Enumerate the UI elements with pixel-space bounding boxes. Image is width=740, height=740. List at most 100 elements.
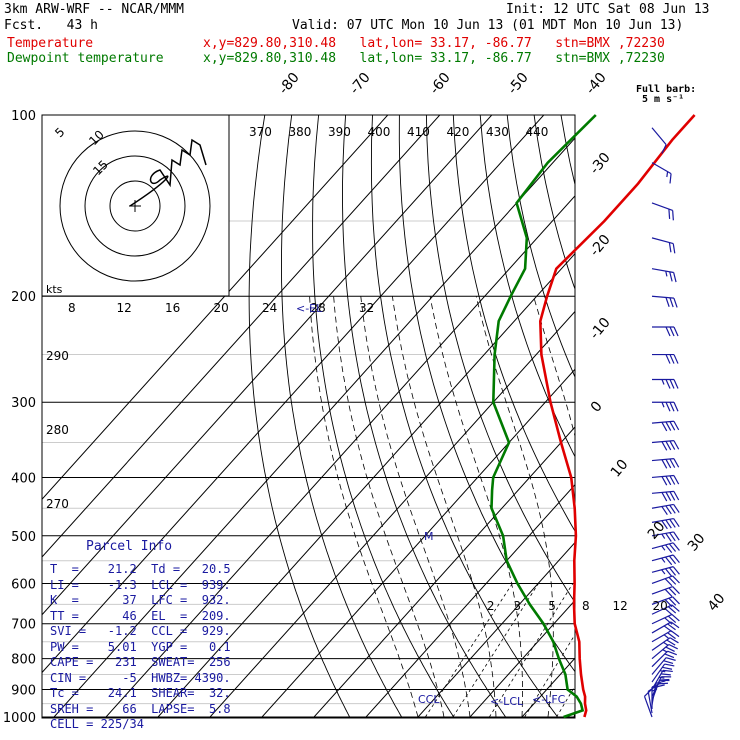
wind-barb [651, 676, 672, 697]
dewpoint-line [490, 114, 597, 719]
barb-flag [662, 666, 673, 670]
barb-flag [663, 660, 674, 665]
barb-flag [669, 271, 673, 282]
isotherm-line [104, 195, 575, 718]
dry-adiabat [425, 115, 575, 604]
dry-adiabat [723, 115, 740, 730]
barb-staff [643, 696, 653, 718]
isotherm-label: -80 [276, 70, 303, 98]
barb-flag [664, 588, 673, 597]
wind-barb [651, 657, 676, 675]
barb-staff [651, 621, 672, 634]
barb-half [659, 670, 666, 673]
isotherm-line [260, 368, 575, 718]
barb-flag [669, 532, 676, 542]
barb-staff [651, 202, 673, 212]
barb-flag [669, 458, 676, 468]
barb-flag [672, 542, 680, 551]
barb-flag [673, 440, 680, 450]
barb-flag [665, 459, 672, 469]
speed-tick-label: 20 [214, 301, 229, 315]
barb-flag [668, 209, 671, 219]
barb-staff [651, 268, 674, 274]
barb-flag [667, 623, 676, 631]
dry-adiabat [696, 115, 740, 730]
temperature-line [538, 114, 696, 718]
barb-flag [673, 326, 679, 337]
wind-barb [651, 621, 680, 634]
barb-flag [673, 354, 679, 364]
barb-flag [661, 492, 668, 502]
level-marker: CCL [418, 693, 440, 706]
barb-flag [664, 663, 675, 667]
model-title: 3km ARW-WRF -- NCAR/MMM [4, 2, 185, 17]
parcel-info-row: LI = -1.3 LCL = 939. [50, 577, 231, 592]
dewpoint-legend: Dewpoint temperature [7, 51, 164, 66]
barb-flag [658, 682, 669, 685]
barb-flag [665, 505, 672, 515]
isotherm-line [572, 715, 575, 718]
mixing-ratio-label: 5 [548, 599, 556, 613]
barb-flag [669, 637, 679, 644]
temperature-legend: Temperature [7, 36, 94, 51]
forecast-hour: Fcst. 43 h [4, 18, 98, 33]
dry-adiabat [281, 115, 403, 718]
level-marker: <-LFC [532, 693, 566, 706]
speed-tick-label: 16 [165, 301, 180, 315]
theta-label: 390 [328, 125, 351, 139]
valid-time: Valid: 07 UTC Mon 10 Jun 13 (01 MDT Mon … [292, 18, 684, 33]
barb-flag [655, 680, 666, 684]
barb-flag [665, 401, 671, 412]
hodograph-ring [84, 155, 186, 257]
speed-tick-label: 32 [359, 301, 374, 315]
init-time: Init: 12 UTC Sat 08 Jun 13 [506, 2, 710, 17]
speed-tick-label: 24 [262, 301, 277, 315]
mixing-ratio-line [556, 685, 575, 718]
barb-legend-unit: 5 m s⁻¹ [642, 94, 685, 105]
barb-flag [660, 673, 671, 676]
parcel-info-title: Parcel Info [86, 539, 173, 554]
isotherm-line [42, 115, 389, 500]
barb-flag [665, 354, 671, 364]
wind-barb [651, 237, 676, 254]
wind-barb [652, 378, 679, 389]
barb-half [658, 676, 665, 679]
barb-staff [651, 630, 672, 643]
parcel-info-row: CELL = 225/34 [50, 717, 144, 731]
pressure-label: 300 [11, 396, 36, 411]
barb-flag [669, 518, 676, 528]
barb-flag [668, 555, 677, 565]
pressure-label: 1000 [3, 711, 36, 726]
wind-barb [651, 440, 680, 451]
hodograph-trace [129, 138, 207, 207]
barb-flag [669, 379, 675, 389]
barb-flag [672, 596, 680, 605]
barb-flag [673, 272, 677, 283]
wind-barb [651, 604, 680, 616]
theta-label: 400 [368, 125, 391, 139]
isotherm-label: -70 [347, 70, 374, 98]
isotherm-label: 30 [685, 531, 709, 555]
barb-flag [665, 646, 675, 652]
wind-barb [651, 542, 680, 553]
isotherm-line [156, 252, 575, 718]
barb-flag [668, 242, 672, 253]
barb-staff [651, 575, 673, 585]
isotherm-line [42, 115, 441, 558]
barb-flag [664, 653, 675, 659]
dry-adiabat [452, 115, 575, 532]
wind-barb [651, 295, 678, 308]
isotherm-line [42, 115, 493, 616]
isotherm-label: 40 [705, 591, 729, 615]
barb-flag [673, 379, 679, 389]
wind-barb [651, 669, 673, 690]
parcel-info-row: Tc = 24.1 SHEAR= 32. [50, 686, 231, 700]
mixing-ratio-line [425, 583, 513, 718]
barb-flag [665, 556, 673, 566]
theta-side-label: 290 [46, 349, 69, 363]
parcel-info-row: SREH = 66 LAPSE= 5.8 [50, 701, 231, 716]
barb-flag [665, 657, 676, 661]
barb-staff [651, 162, 672, 175]
